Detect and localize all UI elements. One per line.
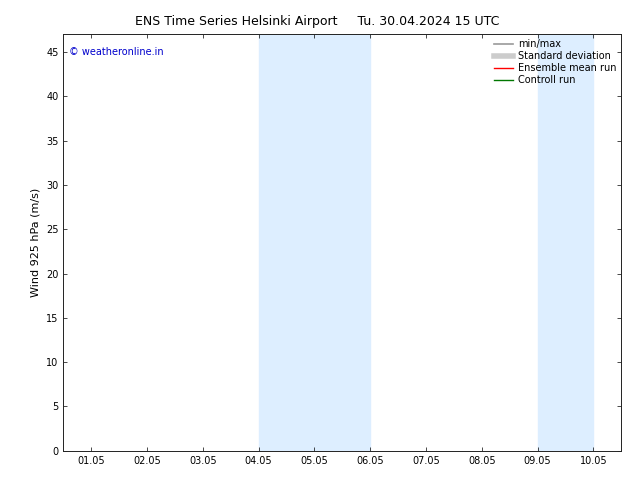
Text: © weatheronline.in: © weatheronline.in <box>69 47 164 57</box>
Bar <box>259 34 370 451</box>
Text: ENS Time Series Helsinki Airport     Tu. 30.04.2024 15 UTC: ENS Time Series Helsinki Airport Tu. 30.… <box>135 15 499 28</box>
Legend: min/max, Standard deviation, Ensemble mean run, Controll run: min/max, Standard deviation, Ensemble me… <box>494 39 616 85</box>
Bar <box>538 34 593 451</box>
Y-axis label: Wind 925 hPa (m/s): Wind 925 hPa (m/s) <box>30 188 41 297</box>
